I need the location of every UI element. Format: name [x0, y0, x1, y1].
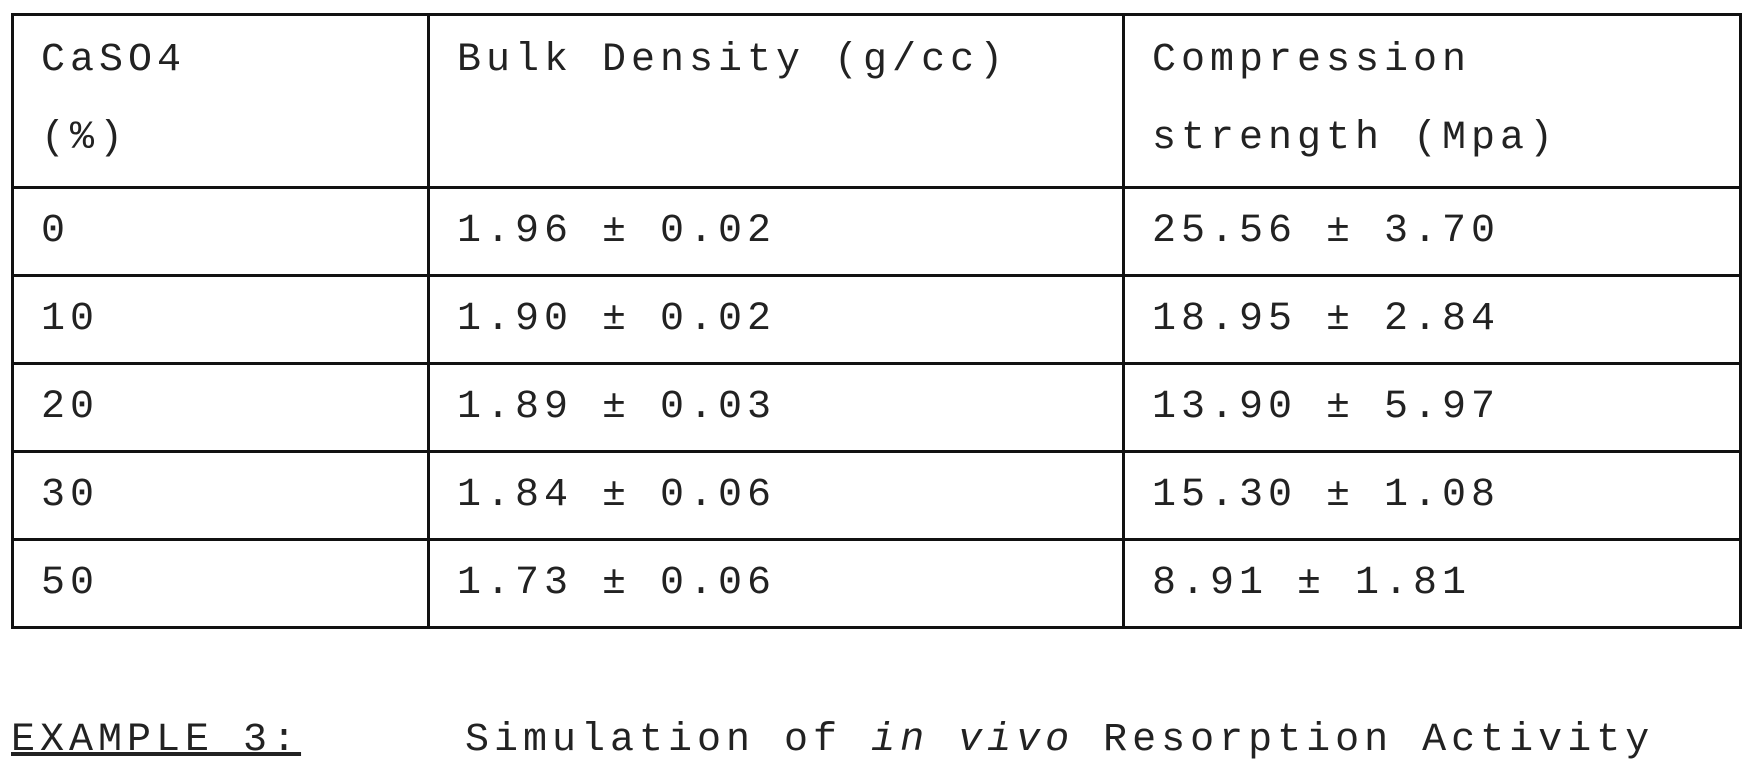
table-cell: 50	[13, 540, 429, 628]
table-cell: 20	[13, 364, 429, 452]
table-cell: 1.73 ± 0.06	[429, 540, 1124, 628]
title-italic: in vivo	[871, 718, 1074, 763]
caption-title: Simulation of in vivo Resorption Activit…	[465, 718, 1654, 763]
table-cell: 10	[13, 276, 429, 364]
header-cell: Bulk Density (g/cc)	[429, 15, 1124, 188]
table-row: 501.73 ± 0.068.91 ± 1.81	[13, 540, 1741, 628]
table-cell: 1.89 ± 0.03	[429, 364, 1124, 452]
title-part: Simulation of	[465, 718, 842, 763]
table-cell: 0	[13, 188, 429, 276]
table-row: 301.84 ± 0.0615.30 ± 1.08	[13, 452, 1741, 540]
table-row: 201.89 ± 0.0313.90 ± 5.97	[13, 364, 1741, 452]
caption-label: EXAMPLE 3:	[11, 718, 301, 763]
table-cell: 18.95 ± 2.84	[1124, 276, 1741, 364]
table-cell: 1.96 ± 0.02	[429, 188, 1124, 276]
header-cell: Compression strength (Mpa)	[1124, 15, 1741, 188]
table-cell: 25.56 ± 3.70	[1124, 188, 1741, 276]
table-cell: 13.90 ± 5.97	[1124, 364, 1741, 452]
table-cell: 8.91 ± 1.81	[1124, 540, 1741, 628]
title-part: Resorption Activity	[1103, 718, 1654, 763]
data-table: CaSO4 (%)Bulk Density (g/cc)Compression …	[11, 13, 1742, 629]
caption: EXAMPLE 3: Simulation of in vivo Resorpt…	[11, 718, 1758, 763]
table-cell: 1.90 ± 0.02	[429, 276, 1124, 364]
table-cell: 15.30 ± 1.08	[1124, 452, 1741, 540]
header-row: CaSO4 (%)Bulk Density (g/cc)Compression …	[13, 15, 1741, 188]
table-cell: 30	[13, 452, 429, 540]
table-cell: 1.84 ± 0.06	[429, 452, 1124, 540]
table-row: 01.96 ± 0.0225.56 ± 3.70	[13, 188, 1741, 276]
header-cell: CaSO4 (%)	[13, 15, 429, 188]
table-row: 101.90 ± 0.0218.95 ± 2.84	[13, 276, 1741, 364]
